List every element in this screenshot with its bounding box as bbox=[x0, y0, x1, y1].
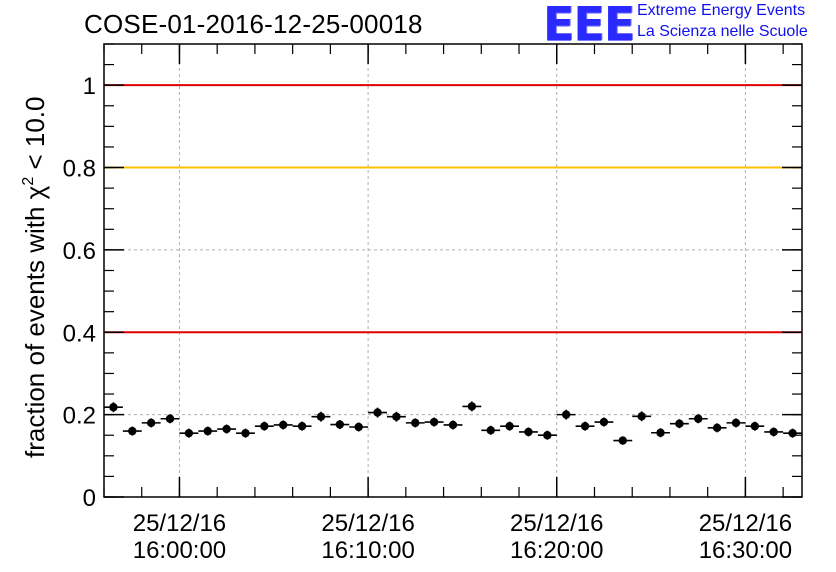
x-tick-date-label: 25/12/16 bbox=[699, 510, 792, 537]
data-point bbox=[467, 402, 477, 411]
data-point bbox=[241, 428, 250, 438]
x-tick-time-label: 16:10:00 bbox=[321, 537, 414, 564]
y-tick-label: 0.2 bbox=[63, 403, 96, 430]
y-tick-label: 0.6 bbox=[63, 238, 96, 265]
y-tick-label: 1 bbox=[83, 73, 96, 100]
data-point bbox=[184, 428, 194, 438]
y-tick-label: 0.4 bbox=[63, 320, 96, 347]
data-point bbox=[316, 412, 326, 421]
data-point bbox=[429, 417, 439, 427]
data-point bbox=[354, 422, 363, 432]
axis-ticks bbox=[103, 43, 802, 498]
y-tick-label: 0 bbox=[83, 485, 96, 512]
data-point bbox=[712, 423, 722, 433]
y-axis-label-tail: < 10.0 bbox=[20, 97, 50, 177]
data-point bbox=[543, 431, 552, 440]
data-point bbox=[580, 421, 590, 431]
data-point bbox=[128, 426, 137, 436]
y-axis-label: fraction of events with χ2 < 10.0 bbox=[20, 97, 50, 458]
reference-lines bbox=[104, 84, 802, 334]
data-point bbox=[769, 427, 778, 437]
x-tick-time-label: 16:20:00 bbox=[510, 537, 603, 564]
data-point bbox=[203, 426, 212, 436]
x-tick-date-label: 25/12/16 bbox=[510, 510, 603, 537]
data-point bbox=[260, 421, 269, 431]
chart-title: COSE-01-2016-12-25-00018 bbox=[84, 9, 423, 39]
data-point bbox=[788, 428, 797, 438]
y-axis-label-main: fraction of events with χ bbox=[20, 185, 50, 458]
x-tick-time-label: 16:00:00 bbox=[133, 537, 226, 564]
x-tick-time-label: 16:30:00 bbox=[699, 537, 792, 564]
data-point bbox=[373, 408, 382, 417]
data-point bbox=[297, 421, 307, 431]
data-point bbox=[165, 414, 175, 423]
data-point bbox=[448, 420, 458, 430]
data-point bbox=[109, 403, 118, 412]
data-point bbox=[335, 420, 345, 429]
data-point bbox=[656, 428, 665, 437]
data-point bbox=[675, 419, 684, 428]
data-points bbox=[104, 401, 802, 445]
axis-labels: 00.20.40.60.8125/12/1616:00:0025/12/1616… bbox=[63, 73, 792, 564]
data-point bbox=[694, 414, 703, 423]
data-point bbox=[561, 410, 571, 419]
x-tick-date-label: 25/12/16 bbox=[321, 510, 414, 537]
data-point bbox=[146, 418, 156, 428]
data-point bbox=[411, 418, 420, 428]
logo-text-line1: Extreme Energy Events bbox=[637, 2, 806, 19]
data-point bbox=[279, 420, 288, 430]
x-tick-date-label: 25/12/16 bbox=[133, 510, 226, 537]
data-point bbox=[524, 427, 533, 437]
eee-logo: EEE Extreme Energy Events La Scienza nel… bbox=[543, 0, 833, 51]
data-point bbox=[731, 418, 741, 428]
data-point bbox=[505, 421, 514, 431]
logo-text-line2: La Scienza nelle Scuole bbox=[637, 23, 808, 40]
y-axis-label-sup: 2 bbox=[20, 177, 37, 186]
data-point bbox=[750, 421, 760, 431]
eee-logo-mark: EEE bbox=[543, 0, 635, 51]
data-point bbox=[392, 412, 401, 421]
data-point bbox=[618, 436, 627, 445]
y-tick-label: 0.8 bbox=[63, 156, 96, 183]
data-point bbox=[486, 426, 495, 435]
data-point bbox=[599, 417, 609, 427]
data-point bbox=[637, 412, 646, 421]
data-point bbox=[222, 424, 231, 434]
